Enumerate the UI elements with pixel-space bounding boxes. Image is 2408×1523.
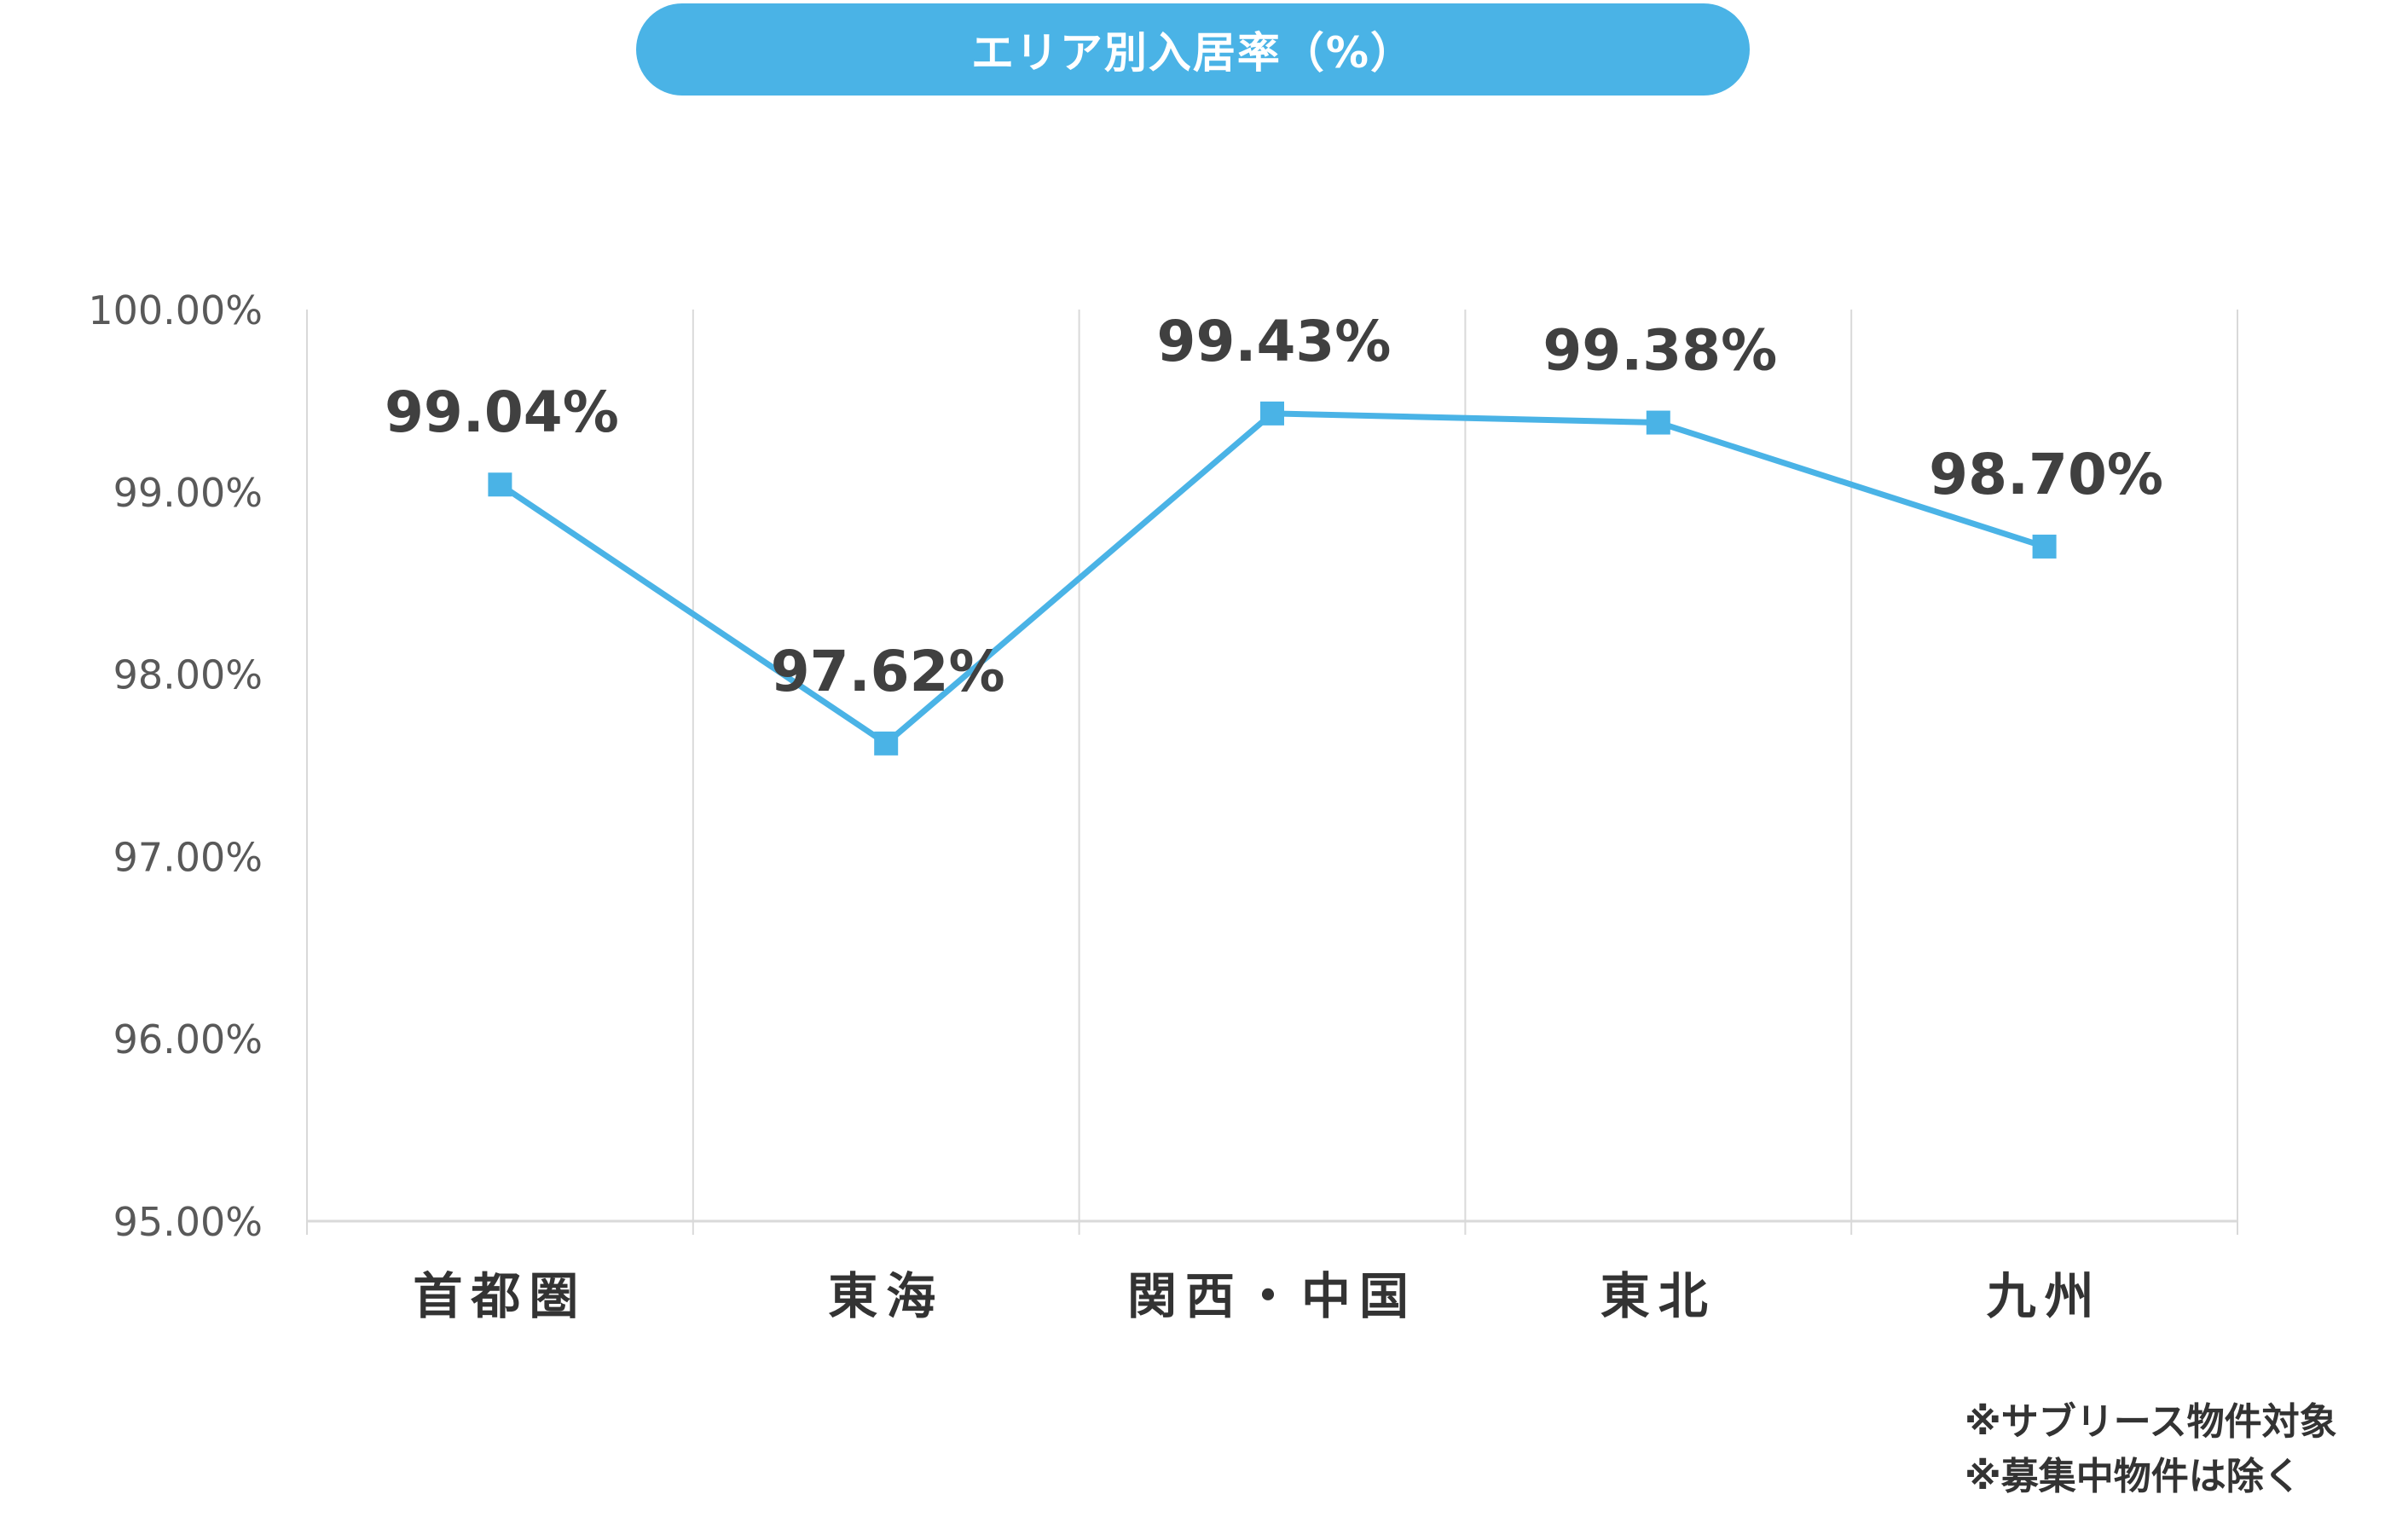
gridlines xyxy=(306,310,2238,1235)
series-markers xyxy=(488,401,2057,756)
y-axis-ticks: 95.00% 96.00% 97.00% 98.00% 99.00% 100.00% xyxy=(88,287,263,1245)
series-line xyxy=(498,410,2046,747)
y-tick-label: 99.00% xyxy=(113,470,263,516)
y-tick-label: 100.00% xyxy=(88,287,263,333)
data-point-marker xyxy=(1646,410,1670,435)
data-label: 99.04% xyxy=(385,379,619,445)
y-tick-label: 96.00% xyxy=(113,1016,263,1063)
x-category-label: 九州 xyxy=(1987,1267,2103,1325)
x-axis-categories: 首都圏 東海 関西・中国 東北 九州 xyxy=(413,1267,2103,1325)
data-point-marker xyxy=(2032,534,2057,559)
footnote-sublease: ※サブリース物件対象 xyxy=(1965,1400,2337,1444)
data-point-marker xyxy=(488,472,512,497)
y-tick-label: 98.00% xyxy=(113,652,263,698)
data-label: 99.43% xyxy=(1157,309,1392,374)
data-label: 97.62% xyxy=(771,639,1005,704)
data-point-marker xyxy=(1260,401,1284,426)
x-category-label: 東北 xyxy=(1601,1267,1716,1325)
data-point-marker xyxy=(874,731,899,756)
footnotes: ※サブリース物件対象 ※募集中物件は除く xyxy=(1965,1395,2337,1504)
footnote-vacant: ※募集中物件は除く xyxy=(1965,1455,2301,1498)
data-label: 98.70% xyxy=(1929,442,2163,507)
x-category-label: 首都圏 xyxy=(413,1267,587,1325)
data-labels: 99.04% 97.62% 99.43% 99.38% 98.70% xyxy=(385,309,2163,704)
data-label: 99.38% xyxy=(1543,318,1777,384)
x-category-label: 関西・中国 xyxy=(1127,1267,1417,1325)
chart-title: エリア別入居率（%） xyxy=(636,3,1750,96)
y-tick-label: 97.00% xyxy=(113,834,263,880)
series-line-path xyxy=(498,410,2046,747)
x-category-label: 東海 xyxy=(828,1267,944,1325)
y-tick-label: 95.00% xyxy=(113,1199,263,1245)
